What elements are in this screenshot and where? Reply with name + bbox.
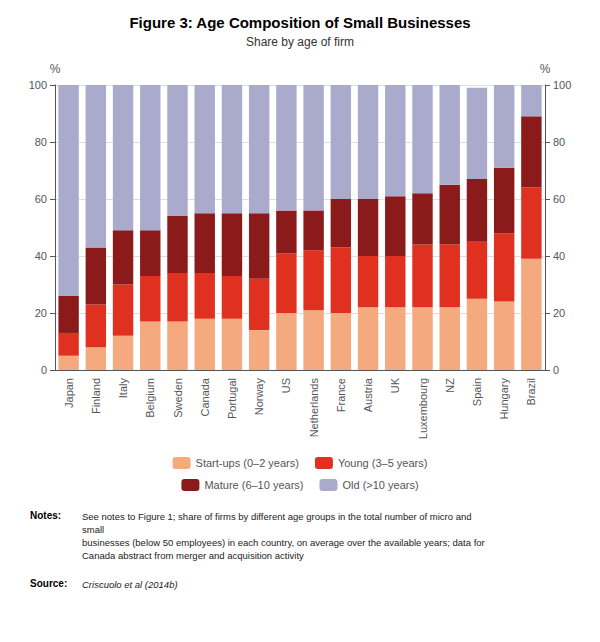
svg-text:Notes:: Notes: — [30, 510, 61, 521]
svg-text:Source:: Source: — [30, 578, 67, 589]
svg-text:Portugal: Portugal — [226, 378, 238, 419]
svg-text:Figure 3: Age Composition of S: Figure 3: Age Composition of Small Busin… — [129, 14, 470, 31]
svg-text:Old (>10 years): Old (>10 years) — [342, 479, 418, 491]
svg-text:Spain: Spain — [471, 378, 483, 406]
svg-text:0: 0 — [41, 364, 47, 376]
svg-text:Belgium: Belgium — [144, 378, 156, 418]
svg-text:100: 100 — [29, 79, 47, 91]
svg-text:Mature (6–10 years): Mature (6–10 years) — [204, 479, 303, 491]
svg-text:Sweden: Sweden — [172, 378, 184, 418]
svg-text:Criscuolo et al (2014b): Criscuolo et al (2014b) — [82, 579, 178, 590]
svg-text:40: 40 — [35, 250, 47, 262]
svg-text:60: 60 — [553, 193, 565, 205]
svg-text:60: 60 — [35, 193, 47, 205]
svg-text:100: 100 — [553, 79, 571, 91]
svg-text:Netherlands: Netherlands — [308, 378, 320, 438]
svg-text:%: % — [50, 62, 61, 76]
svg-text:Luxembourg: Luxembourg — [417, 378, 429, 439]
svg-text:businesses (below 50 employees: businesses (below 50 employees) in each … — [82, 537, 485, 548]
svg-text:US: US — [280, 378, 292, 393]
svg-text:Young (3–5 years): Young (3–5 years) — [338, 457, 428, 469]
svg-text:20: 20 — [35, 307, 47, 319]
svg-text:Finland: Finland — [90, 378, 102, 414]
svg-text:France: France — [335, 378, 347, 412]
svg-text:80: 80 — [35, 136, 47, 148]
svg-text:See notes to Figure 1; share o: See notes to Figure 1; share of firms by… — [82, 511, 474, 522]
svg-text:0: 0 — [553, 364, 559, 376]
svg-text:%: % — [540, 62, 551, 76]
svg-text:Japan: Japan — [63, 378, 75, 408]
svg-text:small: small — [82, 524, 104, 535]
svg-text:Italy: Italy — [117, 378, 129, 399]
svg-text:20: 20 — [553, 307, 565, 319]
svg-text:Brazil: Brazil — [525, 378, 537, 406]
svg-text:Canada: Canada — [199, 377, 211, 416]
svg-text:Hungary: Hungary — [498, 378, 510, 420]
svg-text:Canada abstract from merger an: Canada abstract from merger and acquisit… — [82, 550, 304, 561]
svg-text:Norway: Norway — [253, 378, 265, 416]
svg-text:40: 40 — [553, 250, 565, 262]
svg-text:Austria: Austria — [362, 377, 374, 412]
svg-text:Start-ups (0–2 years): Start-ups (0–2 years) — [196, 457, 299, 469]
svg-text:Share by age of firm: Share by age of firm — [246, 35, 354, 49]
svg-text:UK: UK — [389, 377, 401, 393]
svg-text:NZ: NZ — [444, 378, 456, 393]
svg-text:80: 80 — [553, 136, 565, 148]
